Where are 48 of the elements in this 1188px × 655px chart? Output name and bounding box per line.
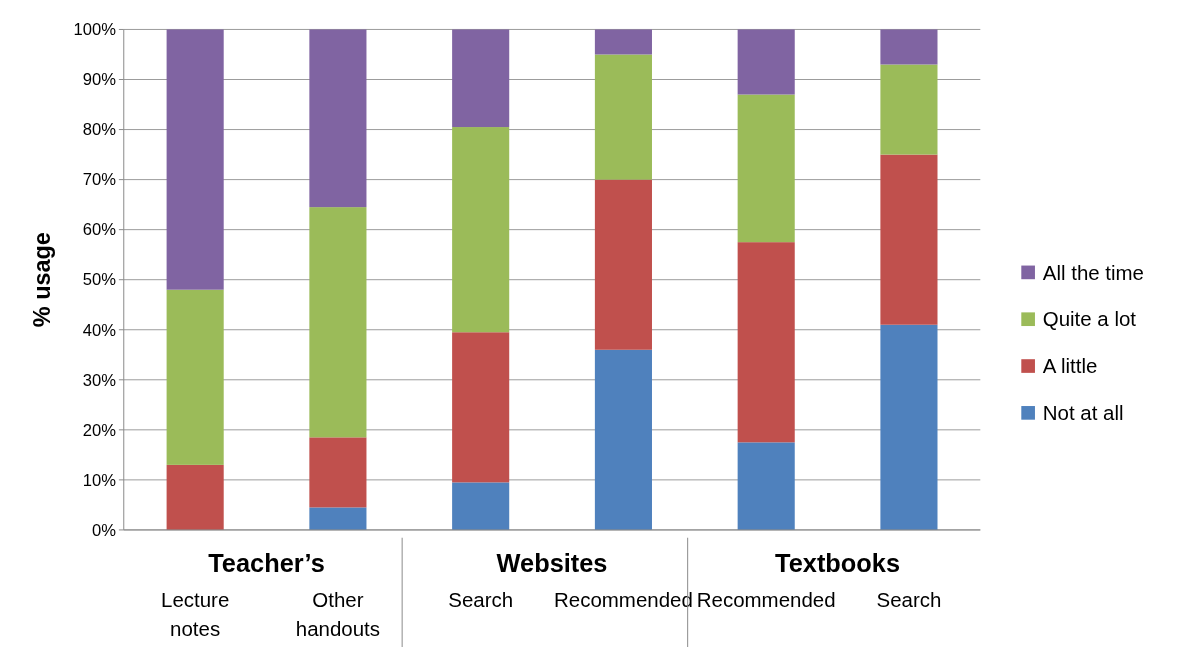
x-tick-label: Recommended (696, 588, 836, 611)
bar (594, 179, 652, 350)
bar (166, 29, 224, 290)
legend-label: Quite a lot (1042, 307, 1137, 331)
bar (737, 94, 795, 243)
bar (166, 289, 224, 465)
bar (452, 127, 510, 333)
y-tick-label: 100% (73, 20, 117, 40)
legend-label: A little (1042, 354, 1098, 378)
bar (309, 437, 367, 508)
bar (309, 207, 367, 438)
bar (594, 29, 652, 55)
bar (880, 29, 938, 65)
x-tick-label: Other handouts (295, 588, 381, 641)
bar (737, 29, 795, 95)
text: Websites (496, 548, 608, 577)
bar (594, 349, 652, 530)
text: Teacher’s (208, 548, 325, 577)
text: Textbooks (775, 548, 901, 577)
bar (594, 54, 652, 180)
bar (737, 442, 795, 530)
y-tick-label: 50% (82, 270, 117, 290)
bar (880, 324, 938, 530)
bar (452, 29, 510, 128)
bar (737, 242, 795, 443)
bar (452, 332, 510, 483)
y-tick-label: 40% (82, 320, 117, 340)
bar (309, 507, 367, 530)
y-axis-title: % usage (28, 232, 55, 328)
legend-label: All the time (1042, 260, 1145, 284)
bar (880, 154, 938, 325)
bar (166, 464, 224, 530)
x-tick-label: Search (448, 588, 514, 611)
y-tick-label: 60% (82, 220, 117, 240)
y-tick-label: 80% (82, 120, 117, 140)
y-tick-label: 20% (82, 420, 117, 440)
x-tick-label: Recommended (554, 588, 693, 611)
y-tick-label: 10% (82, 470, 117, 490)
bar (452, 482, 510, 530)
bar (880, 64, 938, 155)
y-tick-label: 30% (82, 370, 117, 390)
y-tick-label: 70% (82, 170, 117, 190)
x-tick-label: Lecture notes (161, 588, 230, 641)
legend-label: Not at all (1042, 401, 1124, 425)
y-tick-label: 90% (82, 70, 117, 90)
y-tick-label: 0% (92, 520, 117, 540)
bar (309, 29, 367, 208)
x-tick-label: Search (876, 588, 942, 611)
